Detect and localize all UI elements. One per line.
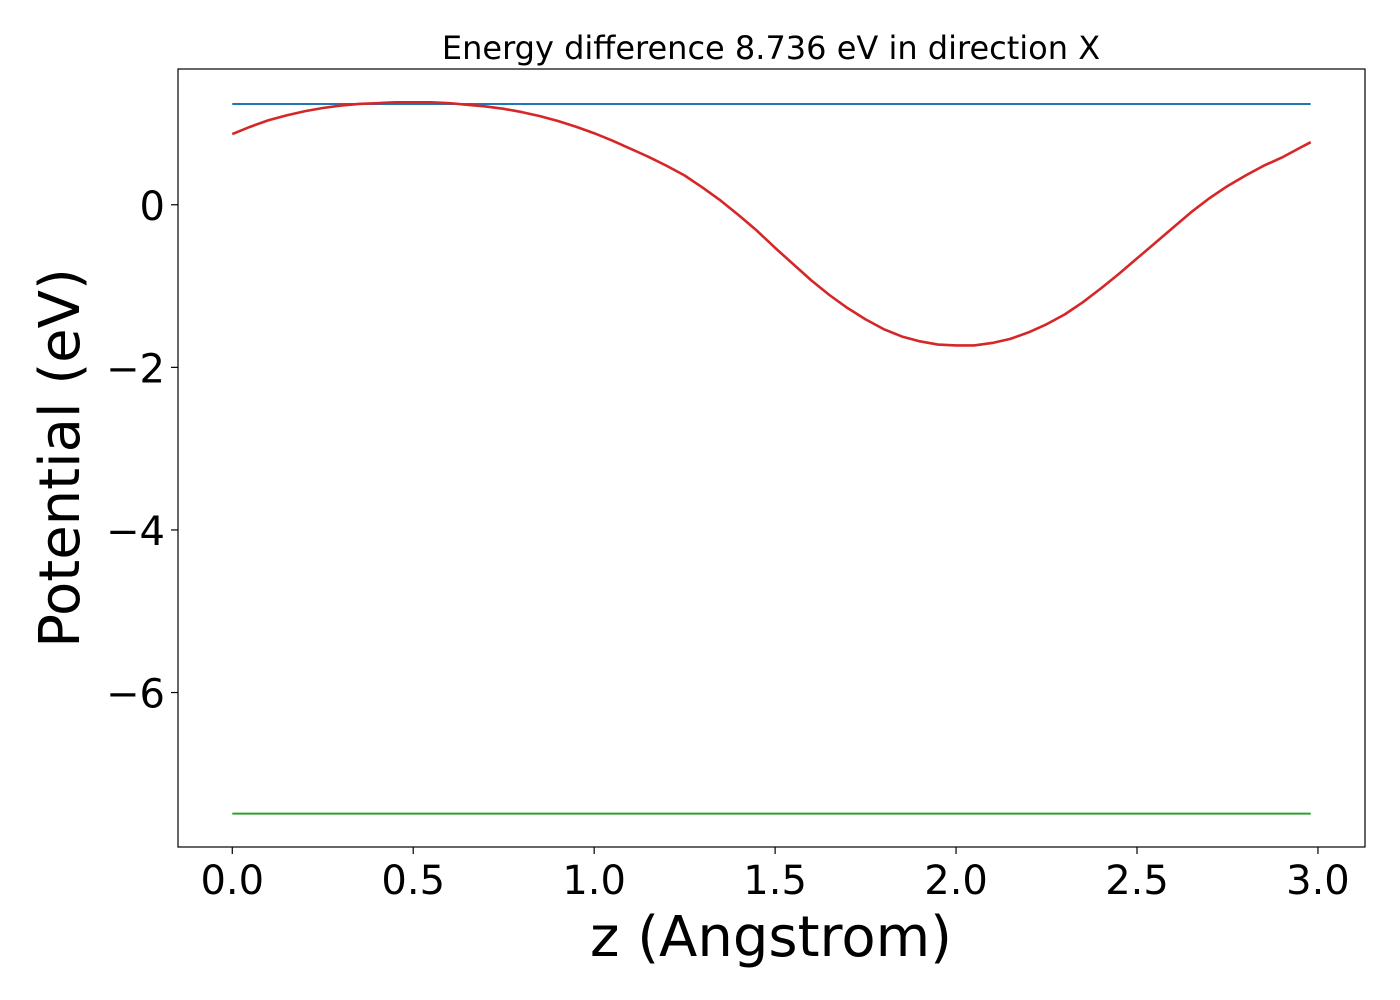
chart-title: Energy difference 8.736 eV in direction …: [442, 29, 1100, 67]
y-tick-label: −6: [106, 672, 165, 718]
y-tick-label: −4: [106, 509, 165, 555]
plot-frame: [177, 68, 1366, 848]
x-axis: 0.0 0.5 1.0 1.5 2.0 2.5 3.0: [200, 847, 1350, 904]
x-tick-label: 1.0: [562, 858, 626, 904]
y-axis: 0 −2 −4 −6: [106, 184, 178, 718]
x-tick-label: 0.5: [381, 858, 445, 904]
x-tick-label: 2.0: [924, 858, 988, 904]
y-tick-label: 0: [140, 184, 165, 230]
plot-area: [231, 101, 1312, 815]
x-tick-label: 2.5: [1105, 858, 1169, 904]
x-tick-label: 0.0: [200, 858, 264, 904]
series-line-2: [231, 101, 1312, 347]
y-tick-label: −2: [106, 346, 165, 392]
x-tick-label: 3.0: [1286, 858, 1350, 904]
x-axis-label: z (Angstrom): [590, 905, 952, 970]
y-axis-label: Potential (eV): [28, 268, 93, 648]
x-tick-label: 1.5: [743, 858, 807, 904]
